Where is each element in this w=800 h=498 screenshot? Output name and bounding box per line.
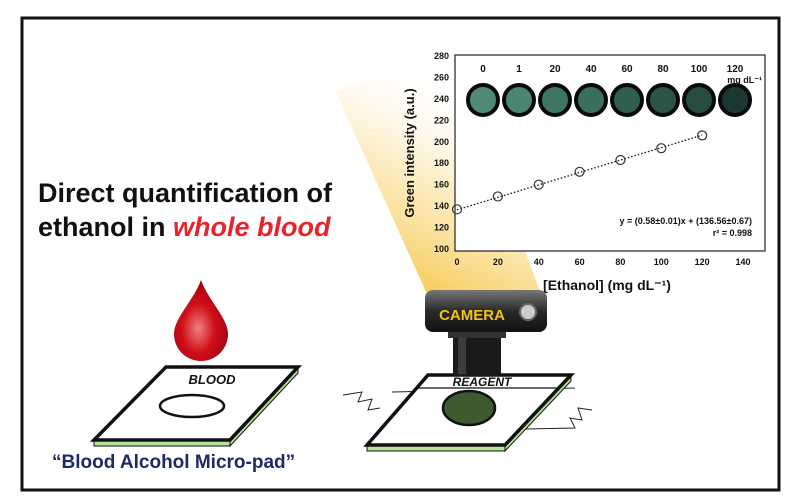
headline: Direct quantification of ethanol in whol…: [38, 176, 332, 244]
data-point: [697, 130, 708, 141]
data-point: [533, 179, 544, 190]
swatch-label: 100: [691, 64, 708, 75]
data-point: [574, 166, 585, 177]
headline-line2-prefix: ethanol in: [38, 212, 173, 242]
r-squared: r² = 0.998: [713, 228, 752, 238]
y-tick-label: 140: [434, 201, 449, 211]
x-tick-label: 120: [695, 257, 710, 267]
fit-line: [456, 134, 703, 211]
data-point: [656, 143, 667, 154]
camera-icon: CAMERA: [425, 290, 547, 376]
x-tick-label: 100: [654, 257, 669, 267]
y-tick-label: 120: [434, 223, 449, 233]
reagent-micropad: REAGENT: [342, 373, 593, 453]
color-swatch: [610, 83, 644, 117]
blood-drop-icon: [174, 280, 228, 361]
y-tick-label: 220: [434, 115, 449, 125]
headline-line2: ethanol in whole blood: [38, 210, 332, 244]
color-swatch: [502, 83, 536, 117]
reagent-spot: [441, 389, 497, 427]
x-tick-label: 40: [534, 257, 544, 267]
y-tick-label: 160: [434, 180, 449, 190]
plot-area: [454, 54, 766, 252]
data-point: [492, 191, 503, 202]
data-point: [615, 154, 626, 166]
x-tick-label: 0: [454, 257, 459, 267]
y-axis-label: Green intensity (a.u.): [402, 88, 417, 217]
camera-label: CAMERA: [439, 307, 505, 324]
color-swatch: [646, 83, 680, 117]
swatch-label: 80: [657, 64, 669, 75]
color-swatch: [718, 83, 752, 117]
data-point: [451, 204, 463, 215]
headline-line1: Direct quantification of: [38, 178, 333, 208]
blood-label: BLOOD: [189, 372, 237, 387]
fit-equation: y = (0.58±0.01)x + (136.56±0.67): [620, 216, 752, 226]
swatch-label: 0: [480, 64, 486, 75]
swatch-label: 120: [727, 64, 744, 75]
micropad-caption: “Blood Alcohol Micro-pad”: [52, 452, 296, 473]
color-swatch: [574, 83, 608, 117]
swatch-label: 40: [585, 64, 597, 75]
y-tick-label: 100: [434, 244, 449, 254]
blood-micropad: BLOOD: [89, 365, 303, 448]
y-tick-label: 180: [434, 158, 449, 168]
y-tick-label: 240: [434, 94, 449, 104]
swatch-label: 60: [621, 64, 633, 75]
swatch-label: 20: [549, 64, 561, 75]
y-tick-label: 280: [434, 51, 449, 61]
color-swatch: [466, 83, 500, 117]
sample-zone: [158, 393, 226, 419]
x-axis-label: [Ethanol] (mg dL⁻¹): [543, 277, 671, 293]
headline-emphasis: whole blood: [173, 212, 331, 242]
color-swatch: [538, 83, 572, 117]
y-tick-label: 200: [434, 137, 449, 147]
swatch-label: 1: [516, 64, 522, 75]
x-tick-label: 140: [735, 257, 750, 267]
outer-frame: [20, 16, 781, 492]
x-tick-label: 80: [615, 257, 625, 267]
swatch-unit: mg dL⁻¹: [727, 75, 762, 85]
x-tick-label: 20: [493, 257, 503, 267]
x-tick-label: 60: [575, 257, 585, 267]
y-tick-label: 260: [434, 72, 449, 82]
reagent-label: REAGENT: [453, 375, 513, 389]
color-swatch: [682, 83, 716, 117]
